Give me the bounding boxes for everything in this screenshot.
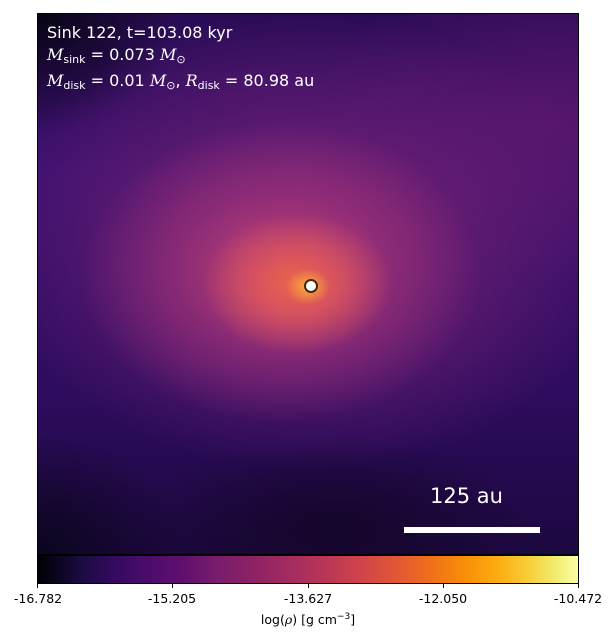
colorbar-label: log(ρ) [g cm−3] [260, 612, 356, 627]
colorbar-tick-label: -15.205 [147, 591, 197, 606]
colorbar-tick [172, 584, 173, 588]
colorbar-tick-label: -10.472 [553, 591, 603, 606]
colorbar-tick [37, 584, 38, 588]
colorbar-tick [443, 584, 444, 588]
scale-bar [404, 527, 540, 533]
colorbar-tick-label: -16.782 [13, 591, 63, 606]
sink-id-time-text: Sink 122, t=103.08 kyr [47, 23, 233, 42]
colorbar [37, 555, 579, 584]
sink-particle-marker [304, 279, 318, 293]
disk-mass-radius-text: Mdisk = 0.01 M⊙, Rdisk = 80.98 au [47, 71, 315, 92]
colorbar-tick-label: -12.050 [418, 591, 468, 606]
sink-info-annotation: Sink 122, t=103.08 kyr Msink = 0.073 M⊙ … [47, 22, 314, 97]
sink-mass-text: Msink = 0.073 M⊙ [47, 44, 186, 66]
colorbar-tick-label: -13.627 [283, 591, 333, 606]
scale-bar-label: 125 au [430, 484, 503, 508]
colorbar-tick [308, 584, 309, 588]
density-map: Sink 122, t=103.08 kyr Msink = 0.073 M⊙ … [37, 13, 579, 555]
colorbar-tick [578, 584, 579, 588]
